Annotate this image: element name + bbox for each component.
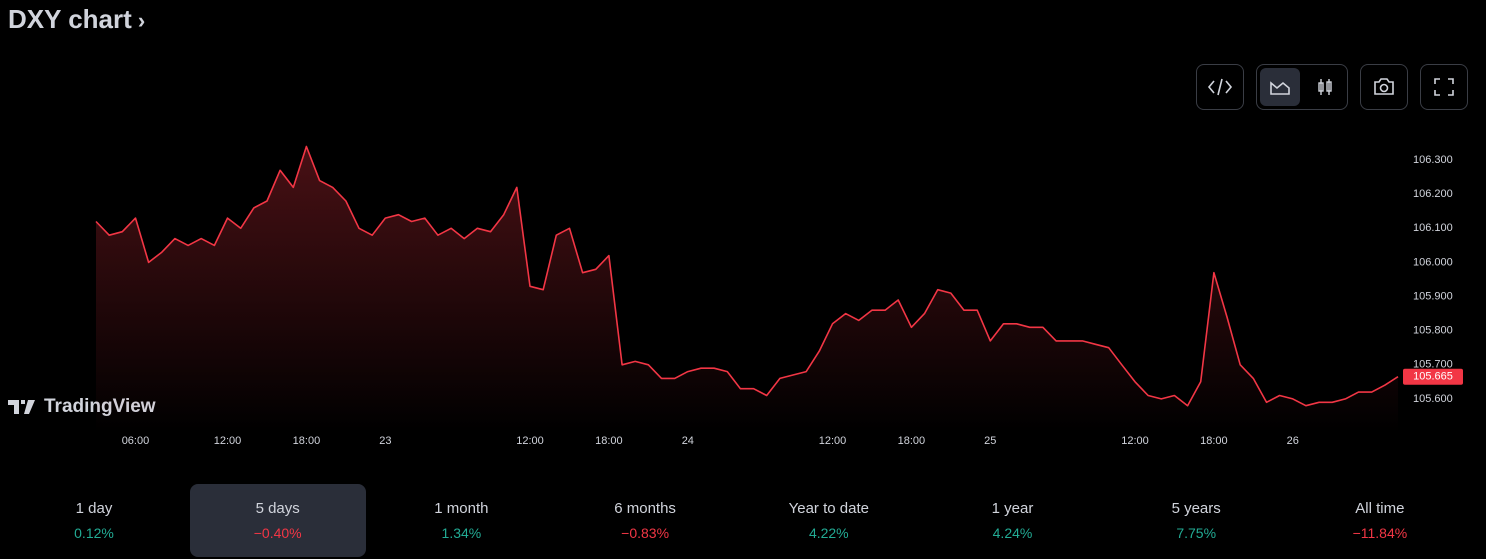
price-line [95, 145, 1399, 407]
area-style-button[interactable] [1260, 68, 1300, 106]
x-tick-label: 12:00 [819, 435, 847, 447]
x-tick-label: 18:00 [1200, 435, 1228, 447]
y-tick-label: 106.200 [1413, 188, 1453, 200]
period-button[interactable]: 5 days −0.40% [189, 484, 366, 557]
period-button[interactable]: All time −11.84% [1292, 484, 1468, 557]
period-label: 1 month [434, 500, 489, 517]
y-tick-label: 106.100 [1413, 222, 1453, 234]
x-tick-label: 12:00 [1121, 435, 1149, 447]
y-tick-label: 105.600 [1413, 393, 1453, 405]
y-tick-label: 106.000 [1413, 256, 1453, 268]
last-price-tag [1403, 368, 1463, 385]
period-button[interactable]: Year to date 4.22% [741, 484, 917, 557]
period-button[interactable]: 1 year 4.24% [925, 484, 1101, 557]
x-tick-label: 12:00 [214, 435, 242, 447]
x-tick-label: 25 [984, 435, 996, 447]
icon [1207, 78, 1233, 96]
x-tick-label: 26 [1287, 435, 1299, 447]
y-tick-label: 106.300 [1413, 154, 1453, 166]
period-change: −0.83% [621, 525, 670, 541]
y-tick-label: 105.700 [1413, 359, 1453, 371]
x-tick-label: 12:00 [516, 435, 544, 447]
period-label: 1 year [991, 500, 1034, 517]
y-tick-label: 105.800 [1413, 325, 1453, 337]
chart: TradingView 105.600105.700105.800105.900… [8, 145, 1463, 447]
period-label: 1 day [75, 500, 113, 517]
icon [1270, 81, 1290, 95]
title: DXY chart [8, 4, 132, 34]
period-label: 5 years [1171, 500, 1221, 517]
chevron: › [131, 8, 146, 33]
chart-style-group [1256, 64, 1348, 110]
period-label: 5 days [255, 500, 300, 517]
y-tick-label: 105.900 [1413, 290, 1453, 302]
period-change: 7.75% [1176, 525, 1217, 541]
period-change: 4.22% [808, 525, 849, 541]
period-change: −11.84% [1352, 525, 1408, 541]
period-change: 4.24% [992, 525, 1033, 541]
x-tick-label: 24 [682, 435, 694, 447]
candle-style-button[interactable] [1305, 68, 1345, 106]
x-tick-label: 18:00 [595, 435, 623, 447]
area-fill [96, 146, 1398, 433]
last-price-label: 105.665 [1413, 371, 1453, 383]
period-label: 6 months [614, 500, 676, 517]
period-button[interactable]: 6 months −0.83% [557, 484, 733, 557]
x-tick-label: 06:00 [122, 435, 150, 447]
period-button[interactable]: 5 years 7.75% [1108, 484, 1284, 557]
fullscreen-button[interactable] [1420, 64, 1468, 110]
embed-button[interactable] [1196, 64, 1244, 110]
period-change: 0.12% [74, 525, 114, 541]
x-tick-label: 18:00 [898, 435, 926, 447]
snapshot-button[interactable] [1360, 64, 1408, 110]
period-label: All time [1355, 500, 1405, 517]
icon [1434, 78, 1454, 96]
period-label: Year to date [788, 500, 869, 517]
icon [1374, 78, 1394, 95]
period-change: 1.34% [441, 525, 482, 541]
x-tick-label: 18:00 [293, 435, 321, 447]
period-change: −0.40% [253, 525, 302, 541]
title-link[interactable]: DXY chart › [8, 4, 145, 35]
x-tick-label: 23 [379, 435, 391, 447]
period-button[interactable]: 1 day 0.12% [6, 484, 182, 557]
period-button[interactable]: 1 month 1.34% [373, 484, 549, 557]
